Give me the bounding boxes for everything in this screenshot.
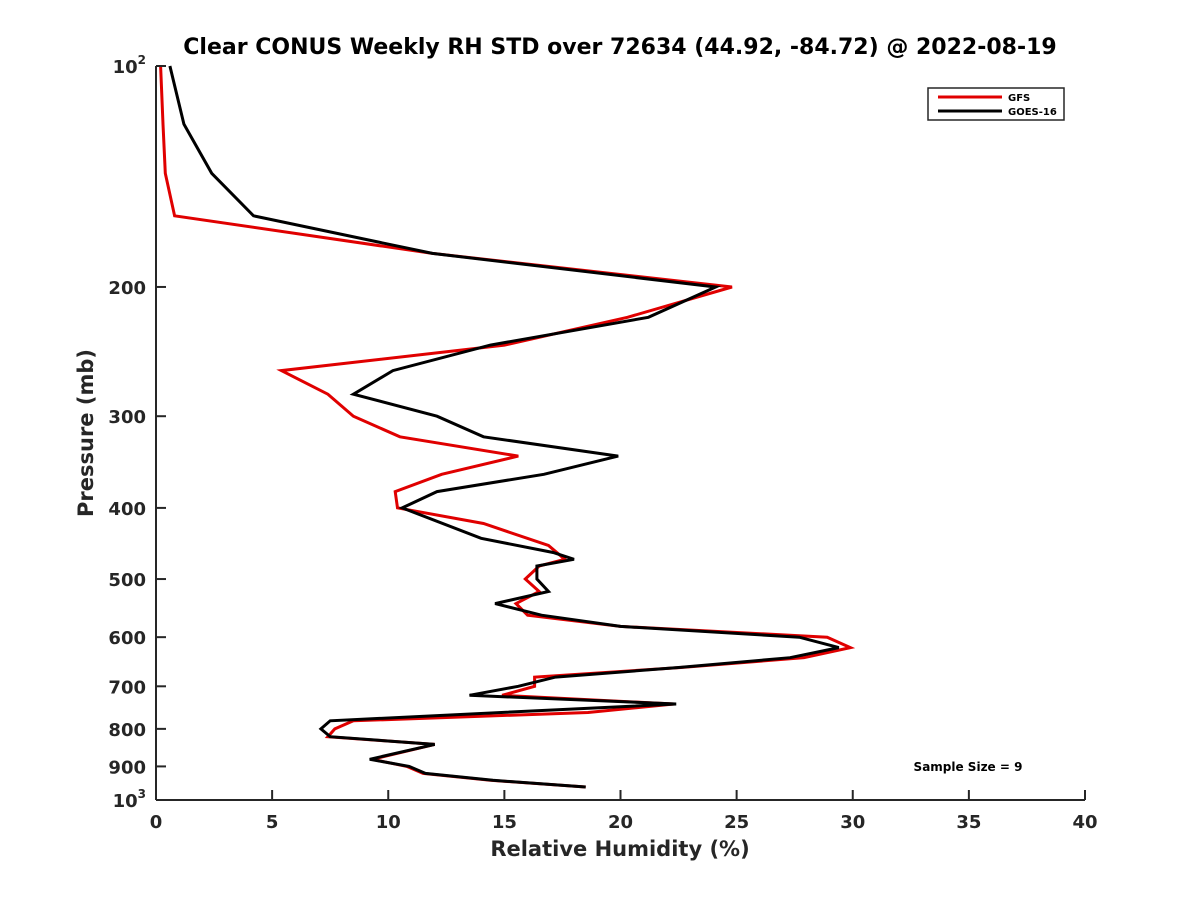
x-tick-label: 30 [840, 812, 865, 833]
y-tick-label: 300 [108, 407, 146, 428]
y-tick-label: 900 [108, 757, 146, 778]
x-tick-label: 35 [956, 812, 981, 833]
x-axis-label: Relative Humidity (%) [490, 837, 749, 861]
y-tick-label: 700 [108, 677, 146, 698]
x-axis-ticks: 0 5 10 15 20 25 30 35 40 [150, 790, 1098, 833]
y-tick-label: 800 [108, 720, 146, 741]
series-line-gfs [159, 65, 856, 789]
series-layer [159, 65, 856, 789]
x-tick-label: 20 [608, 812, 633, 833]
sample-size-annotation: Sample Size = 9 [914, 760, 1023, 774]
y-tick-label: 600 [108, 628, 146, 649]
x-tick-label: 0 [150, 812, 163, 833]
legend-label-gfs: GFS [1008, 93, 1030, 104]
y-axis-ticks: 102 200 300 400 500 600 700 800 900 103 [108, 53, 166, 812]
y-tick-label: 102 [113, 53, 146, 78]
legend-box [927, 87, 1065, 121]
y-axis-label: Pressure (mb) [74, 349, 98, 517]
y-tick-label: 200 [108, 278, 146, 299]
legend: GFS GOES-16 [927, 87, 1065, 121]
plot-area: 0 5 10 15 20 25 30 35 40 102 200 300 400 500 600 700 80… [108, 53, 1097, 833]
y-tick-label: 500 [108, 570, 146, 591]
x-tick-label: 40 [1072, 812, 1097, 833]
x-tick-label: 25 [724, 812, 749, 833]
y-tick-label: 400 [108, 499, 146, 520]
x-tick-label: 10 [376, 812, 401, 833]
y-tick-label: 103 [113, 787, 146, 812]
chart-title: Clear CONUS Weekly RH STD over 72634 (44… [183, 35, 1056, 60]
legend-label-goes16: GOES-16 [1008, 107, 1057, 118]
series-line-goes16 [168, 65, 840, 789]
x-tick-label: 15 [492, 812, 517, 833]
x-tick-label: 5 [266, 812, 279, 833]
